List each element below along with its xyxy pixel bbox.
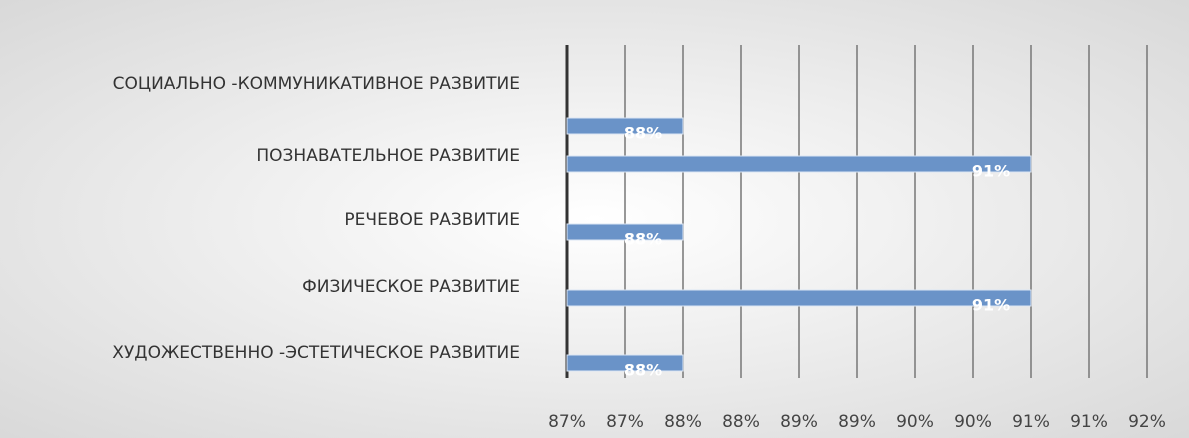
x-tick-label: 89%: [838, 412, 876, 432]
category-label: СОЦИАЛЬНО -КОММУНИКАТИВНОЕ РАЗВИТИЕ: [113, 74, 520, 94]
bar: [566, 155, 1032, 173]
value-label: 88%: [624, 230, 662, 249]
x-tick-label: 90%: [896, 412, 934, 432]
x-tick-label: 88%: [722, 412, 760, 432]
x-tick-label: 87%: [606, 412, 644, 432]
category-label: ФИЗИЧЕСКОЕ РАЗВИТИЕ: [302, 277, 520, 297]
x-tick-label: 91%: [1012, 412, 1050, 432]
category-label: ПОЗНАВАТЕЛЬНОЕ РАЗВИТИЕ: [256, 146, 520, 166]
value-label: 91%: [972, 296, 1010, 315]
x-tick-label: 91%: [1070, 412, 1108, 432]
category-label: ХУДОЖЕСТВЕННО -ЭСТЕТИЧЕСКОЕ РАЗВИТИЕ: [112, 343, 520, 363]
value-label: 88%: [624, 361, 662, 380]
x-tick-label: 87%: [548, 412, 586, 432]
bar: [566, 289, 1032, 307]
value-label: 91%: [972, 162, 1010, 181]
x-tick-label: 88%: [664, 412, 702, 432]
bar: [566, 223, 684, 241]
category-label: РЕЧЕВОЕ РАЗВИТИЕ: [344, 210, 520, 230]
bar: [566, 354, 684, 372]
x-tick-label: 89%: [780, 412, 818, 432]
x-tick-label: 92%: [1128, 412, 1166, 432]
x-tick-label: 90%: [954, 412, 992, 432]
value-label: 88%: [624, 124, 662, 143]
bar: [566, 117, 684, 135]
